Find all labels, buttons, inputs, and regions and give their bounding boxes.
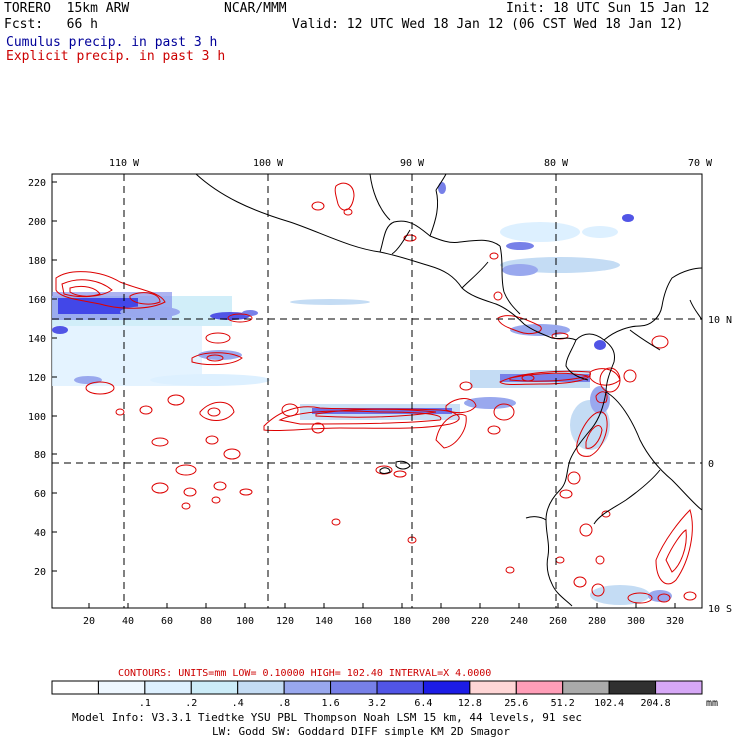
scale-swatch bbox=[283, 680, 332, 695]
longitude-label: 100 W bbox=[253, 158, 284, 169]
x-tick-label: 180 bbox=[393, 616, 411, 627]
explicit-legend-label: Explicit precip. in past 3 h bbox=[6, 49, 226, 64]
contours-info: CONTOURS: UNITS=mm LOW= 0.10000 HIGH= 10… bbox=[118, 668, 491, 679]
coastlines bbox=[195, 174, 702, 607]
scale-label: .2 bbox=[185, 698, 197, 709]
latitude-label: 10 S bbox=[708, 604, 732, 615]
x-tick-label: 20 bbox=[83, 616, 95, 627]
scale-label: 102.4 bbox=[594, 698, 624, 709]
cumulus-legend-label: Cumulus precip. in past 3 h bbox=[6, 35, 218, 50]
scale-swatch bbox=[330, 680, 378, 695]
x-tick-label: 240 bbox=[510, 616, 528, 627]
x-tick-label: 40 bbox=[122, 616, 134, 627]
scale-swatch bbox=[51, 680, 99, 695]
y-tick-label: 80 bbox=[34, 450, 46, 461]
scale-swatch bbox=[97, 680, 146, 695]
scale-label: 1.6 bbox=[322, 698, 340, 709]
color-scale: .1 .2 .4 .8 1.6 3.2 6.4 12.8 25.6 51.2 102.4 204.8 bbox=[51, 680, 703, 709]
valid-time: Valid: 12 UTC Wed 18 Jan 12 (06 CST Wed … bbox=[292, 17, 684, 32]
longitude-label: 90 W bbox=[400, 158, 425, 169]
scale-label: .8 bbox=[278, 698, 290, 709]
scale-label: 25.6 bbox=[504, 698, 528, 709]
latitude-label: 0 bbox=[708, 459, 714, 470]
scale-swatch bbox=[562, 680, 610, 695]
y-tick-label: 100 bbox=[28, 412, 46, 423]
x-tick-label: 140 bbox=[315, 616, 333, 627]
scale-unit: mm bbox=[706, 698, 718, 709]
scale-label: 12.8 bbox=[458, 698, 482, 709]
longitude-label: 80 W bbox=[544, 158, 569, 169]
longitude-label: 110 W bbox=[109, 158, 140, 169]
longitude-labels: 110 W 100 W 90 W 80 W 70 W bbox=[109, 158, 713, 169]
scale-label: 204.8 bbox=[641, 698, 671, 709]
x-tick-label: 220 bbox=[471, 616, 489, 627]
y-tick-label: 140 bbox=[28, 334, 46, 345]
scale-swatch bbox=[608, 680, 657, 695]
x-tick-label: 120 bbox=[276, 616, 294, 627]
x-tick-label: 80 bbox=[200, 616, 212, 627]
x-tick-label: 320 bbox=[666, 616, 684, 627]
scale-label: .4 bbox=[232, 698, 244, 709]
latitude-labels: 10 N 0 10 S bbox=[708, 315, 732, 615]
scale-label: 6.4 bbox=[414, 698, 432, 709]
x-tick-label: 200 bbox=[432, 616, 450, 627]
x-tick-label: 160 bbox=[354, 616, 372, 627]
scale-label: 3.2 bbox=[368, 698, 386, 709]
y-tick-label: 20 bbox=[34, 567, 46, 578]
axis-ticks bbox=[52, 181, 676, 608]
x-tick-label: 280 bbox=[588, 616, 606, 627]
y-tick-labels: 20 40 60 80 100 120 140 160 180 200 220 bbox=[28, 178, 46, 578]
x-tick-label: 60 bbox=[161, 616, 173, 627]
scale-label: .1 bbox=[139, 698, 151, 709]
model-info: Model Info: V3.3.1 Tiedtke YSU PBL Thomp… bbox=[72, 711, 582, 724]
init-time: Init: 18 UTC Sun 15 Jan 12 bbox=[506, 1, 710, 16]
scale-swatch bbox=[144, 680, 192, 695]
scale-swatch bbox=[237, 680, 285, 695]
latlon-grid bbox=[52, 174, 702, 608]
scale-swatch bbox=[655, 680, 703, 695]
scale-swatch bbox=[515, 680, 564, 695]
scale-label: 51.2 bbox=[551, 698, 575, 709]
y-tick-label: 120 bbox=[28, 373, 46, 384]
scale-swatch bbox=[190, 680, 239, 695]
longitude-label: 70 W bbox=[688, 158, 713, 169]
y-tick-label: 160 bbox=[28, 295, 46, 306]
x-tick-label: 300 bbox=[627, 616, 645, 627]
scale-swatch bbox=[469, 680, 517, 695]
model-physics: LW: Godd SW: Goddard DIFF simple KM 2D S… bbox=[212, 725, 510, 738]
y-tick-label: 200 bbox=[28, 217, 46, 228]
y-tick-label: 40 bbox=[34, 528, 46, 539]
forecast-hour: Fcst: 66 h bbox=[4, 17, 98, 32]
latitude-label: 10 N bbox=[708, 315, 732, 326]
y-tick-label: 180 bbox=[28, 256, 46, 267]
x-tick-label: 260 bbox=[549, 616, 567, 627]
explicit-precip-contours bbox=[55, 182, 697, 604]
scale-swatch bbox=[422, 680, 471, 695]
scale-swatch bbox=[376, 680, 424, 695]
y-tick-label: 220 bbox=[28, 178, 46, 189]
x-tick-labels: 20 40 60 80 100 120 140 160 180 200 220 … bbox=[83, 616, 684, 627]
y-tick-label: 60 bbox=[34, 489, 46, 500]
x-tick-label: 100 bbox=[236, 616, 254, 627]
model-title: TORERO 15km ARW bbox=[4, 1, 130, 16]
organization: NCAR/MMM bbox=[224, 1, 287, 16]
